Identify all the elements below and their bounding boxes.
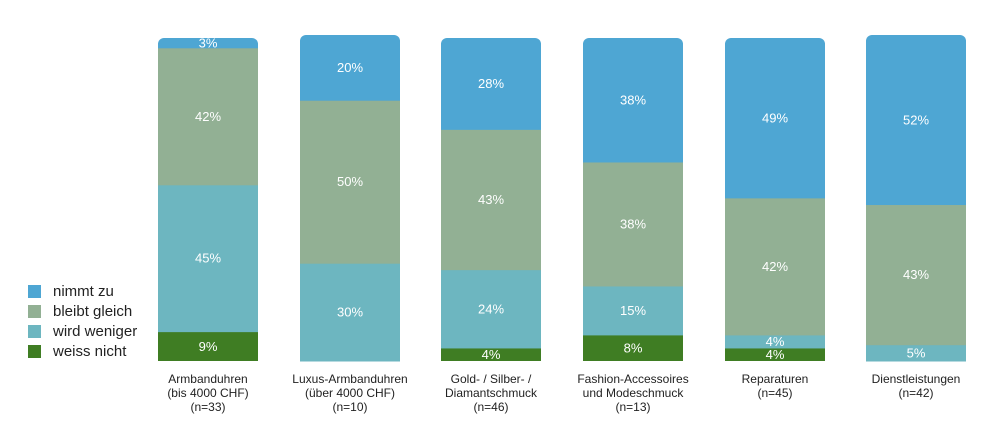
category-label: Reparaturen xyxy=(742,372,809,386)
legend-label: weiss nicht xyxy=(53,342,127,360)
bar-segment xyxy=(725,334,825,349)
bar-segment xyxy=(300,100,400,264)
category-label: (n=13) xyxy=(615,400,650,414)
bar-stack xyxy=(158,38,258,361)
bar-segment xyxy=(583,285,683,336)
data-label: 4% xyxy=(482,347,501,362)
data-label: 24% xyxy=(478,301,504,316)
bar-segment xyxy=(866,344,966,362)
bar-segment xyxy=(725,197,825,336)
legend-swatch xyxy=(28,324,41,338)
data-label: 8% xyxy=(624,340,643,355)
bar-segment xyxy=(725,38,825,199)
data-label: 5% xyxy=(907,345,926,360)
data-label: 30% xyxy=(337,305,363,320)
data-label: 4% xyxy=(766,347,785,362)
data-label: 9% xyxy=(199,339,218,354)
category-label: Armbanduhren xyxy=(168,372,247,386)
category-label: Fashion-Accessoires xyxy=(577,372,688,386)
data-label: 52% xyxy=(903,112,929,127)
category-label: Diamantschmuck xyxy=(445,386,538,400)
legend-item: nimmt zu xyxy=(28,281,188,301)
data-label: 42% xyxy=(762,259,788,274)
category-label: Gold- / Silber- / xyxy=(451,372,532,386)
bar-segment xyxy=(583,334,683,361)
bar-segment xyxy=(441,38,541,130)
data-label: 45% xyxy=(195,251,221,266)
category-label: (n=33) xyxy=(190,400,225,414)
data-label: 38% xyxy=(620,92,646,107)
data-label: 42% xyxy=(195,109,221,124)
data-label: 3% xyxy=(199,35,218,50)
data-label: 50% xyxy=(337,174,363,189)
data-label: 15% xyxy=(620,303,646,318)
bar-segment xyxy=(441,269,541,349)
category-label: (bis 4000 CHF) xyxy=(167,386,248,400)
data-label: 43% xyxy=(903,267,929,282)
bar-segment xyxy=(725,347,825,361)
bar-segment xyxy=(158,184,258,333)
bar-segment xyxy=(441,347,541,361)
data-label: 38% xyxy=(620,216,646,231)
bar-segment xyxy=(300,35,400,101)
legend-item: bleibt gleich xyxy=(28,301,188,321)
bar-stack xyxy=(441,38,541,361)
bar-segment xyxy=(441,129,541,271)
bar-segment xyxy=(583,38,683,163)
legend-item: wird weniger xyxy=(28,321,188,341)
bar-stack xyxy=(725,38,825,361)
data-label: 28% xyxy=(478,76,504,91)
category-label: Dienstleistungen xyxy=(872,372,961,386)
data-label: 20% xyxy=(337,60,363,75)
bar-segment xyxy=(866,204,966,346)
legend-swatch xyxy=(28,284,41,298)
bar-segment xyxy=(866,35,966,206)
bar-segment xyxy=(158,38,258,49)
data-label: 43% xyxy=(478,192,504,207)
category-label: (über 4000 CHF) xyxy=(305,386,395,400)
legend-swatch xyxy=(28,304,41,318)
category-label: Luxus-Armbanduhren xyxy=(292,372,407,386)
legend-swatch xyxy=(28,344,41,358)
legend-item: weiss nicht xyxy=(28,341,188,361)
bar-segment xyxy=(158,47,258,186)
bar-stack xyxy=(300,35,400,362)
bar-segment xyxy=(158,331,258,361)
category-label: (n=46) xyxy=(473,400,508,414)
bar-segment xyxy=(583,161,683,287)
legend-label: wird weniger xyxy=(53,322,138,340)
legend: nimmt zu bleibt gleich wird weniger weiss n… xyxy=(28,281,188,361)
category-label: (n=42) xyxy=(898,386,933,400)
legend-label: bleibt gleich xyxy=(53,302,133,320)
category-label: (n=45) xyxy=(757,386,792,400)
legend-label: nimmt zu xyxy=(53,282,114,300)
bar-stack xyxy=(583,38,683,361)
category-label: und Modeschmuck xyxy=(583,386,685,400)
data-label: 49% xyxy=(762,110,788,125)
category-label: (n=10) xyxy=(332,400,367,414)
bar-stack xyxy=(866,35,966,362)
bar-segment xyxy=(300,263,400,362)
data-label: 4% xyxy=(766,334,785,349)
